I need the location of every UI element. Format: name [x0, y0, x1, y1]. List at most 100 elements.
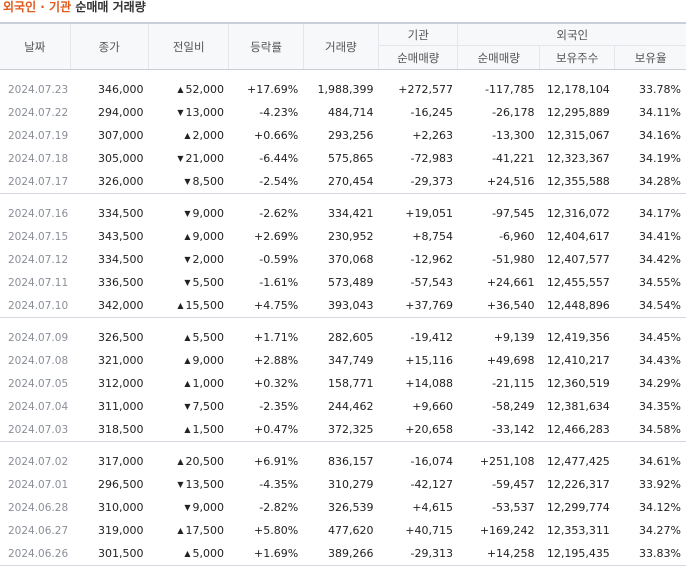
cell-ratio: 34.45% — [639, 331, 681, 344]
cell-inst: +40,715 — [405, 524, 453, 537]
cell-volume: 389,266 — [303, 542, 379, 566]
section-title-main: 외국인 · 기관 — [3, 0, 72, 14]
cell-foreign: -13,300 — [492, 129, 535, 142]
cell-change: ▲ 5,000 — [148, 542, 229, 566]
cell-foreign: -41,221 — [492, 152, 535, 165]
cell-date: 2024.07.05 — [8, 377, 69, 390]
cell-close: 334,500 — [97, 253, 144, 266]
cell-rate: +0.47% — [228, 418, 304, 442]
cell-hold: 12,477,425 — [546, 455, 610, 468]
cell-foreign: -33,142 — [457, 418, 540, 442]
table-body: 2024.07.23 346,000 ▲ 52,000 +17.69% 1,988,399… — [0, 70, 686, 566]
header-institution: 기관 — [377, 22, 458, 46]
cell-ratio: 34.19% — [639, 152, 681, 165]
cell-rate: +0.32% — [254, 377, 299, 390]
cell-close: 321,000 — [97, 354, 144, 367]
cell-rate: +5.80% — [254, 524, 299, 537]
cell-change: ▼ 8,500 — [148, 170, 229, 194]
cell-hold: 12,419,356 — [546, 331, 610, 344]
header-foreign-ratio: 보유율 — [614, 45, 686, 70]
cell-change: ▼ 7,500 — [148, 395, 229, 418]
table-row: 2024.07.10 342,000 ▲ 15,500 +4.75% 393,043 +37… — [0, 294, 686, 318]
cell-rate: -1.61% — [259, 276, 299, 289]
triangle-up-icon: ▲ — [177, 457, 184, 466]
change-value: 2,000 — [192, 129, 224, 142]
cell-close: 301,500 — [70, 542, 149, 566]
cell-volume: 244,462 — [328, 400, 374, 413]
triangle-up-icon: ▲ — [184, 425, 191, 434]
cell-inst: +2,263 — [412, 129, 453, 142]
cell-date: 2024.07.02 — [8, 455, 69, 468]
cell-close: 305,000 — [97, 152, 144, 165]
cell-rate: -4.35% — [259, 478, 299, 491]
cell-close: 318,500 — [70, 418, 149, 442]
cell-volume: 334,421 — [328, 207, 374, 220]
change-value: 9,000 — [192, 501, 224, 514]
cell-change: ▲ 52,000 — [148, 78, 229, 101]
cell-date: 2024.07.01 — [8, 478, 69, 491]
cell-hold: 12,455,557 — [546, 276, 610, 289]
cell-foreign: +36,540 — [457, 294, 540, 318]
triangle-up-icon: ▲ — [184, 333, 191, 342]
cell-foreign: -21,115 — [492, 377, 535, 390]
change-value: 13,500 — [185, 478, 224, 491]
cell-hold: 12,355,588 — [539, 170, 615, 194]
table-row: 2024.07.11 336,500 ▼ 5,500 -1.61% 573,489 -57,… — [0, 271, 686, 294]
header-foreign: 외국인 — [457, 22, 686, 46]
cell-rate: +0.66% — [254, 129, 299, 142]
cell-ratio: 34.29% — [639, 377, 681, 390]
triangle-up-icon: ▲ — [184, 232, 191, 241]
cell-foreign: -97,545 — [492, 207, 535, 220]
cell-ratio: 34.11% — [639, 106, 681, 119]
cell-hold: 12,315,067 — [546, 129, 610, 142]
cell-close: 307,000 — [97, 129, 144, 142]
cell-inst: -29,373 — [378, 170, 458, 194]
cell-volume: 1,988,399 — [317, 83, 374, 96]
table-row: 2024.07.04 311,000 ▼ 7,500 -2.35% 244,462 +9,6… — [0, 395, 686, 418]
cell-ratio: 34.28% — [614, 170, 686, 194]
cell-volume: 326,539 — [328, 501, 374, 514]
cell-ratio: 33.83% — [614, 542, 686, 566]
cell-change: ▼ 9,000 — [148, 202, 229, 225]
cell-close: 343,500 — [97, 230, 144, 243]
cell-close: 296,500 — [97, 478, 144, 491]
table-row: 2024.07.03 318,500 ▲ 1,500 +0.47% 372,325 +20,… — [0, 418, 686, 442]
cell-rate: -2.54% — [228, 170, 304, 194]
table-row: 2024.07.18 305,000 ▼ 21,000 -6.44% 575,865 -72… — [0, 147, 686, 170]
cell-volume: 310,279 — [328, 478, 374, 491]
cell-inst: +4,615 — [412, 501, 453, 514]
cell-date: 2024.07.11 — [8, 276, 69, 289]
cell-foreign: +169,242 — [479, 524, 535, 537]
cell-ratio: 34.27% — [639, 524, 681, 537]
cell-hold: 12,381,634 — [546, 400, 610, 413]
table-row: 2024.06.27 319,000 ▲ 17,500 +5.80% 477,620 +40… — [0, 519, 686, 542]
cell-rate: +1.71% — [254, 331, 299, 344]
cell-close: 342,000 — [70, 294, 149, 318]
cell-inst: +272,577 — [398, 83, 453, 96]
group-spacer — [0, 318, 686, 327]
cell-rate: +2.69% — [254, 230, 299, 243]
header-change: 전일비 — [147, 22, 229, 70]
cell-date: 2024.06.26 — [0, 542, 71, 566]
cell-hold: 12,404,617 — [546, 230, 610, 243]
group-spacer — [0, 442, 686, 451]
cell-close: 326,000 — [70, 170, 149, 194]
triangle-down-icon: ▼ — [184, 255, 191, 264]
cell-change: ▲ 5,500 — [148, 326, 229, 349]
cell-date: 2024.07.04 — [8, 400, 69, 413]
change-value: 20,500 — [185, 455, 224, 468]
cell-inst: +20,658 — [378, 418, 458, 442]
cell-close: 334,500 — [97, 207, 144, 220]
cell-date: 2024.07.08 — [8, 354, 69, 367]
cell-rate: -2.82% — [259, 501, 299, 514]
cell-volume: 293,256 — [328, 129, 374, 142]
cell-change: ▼ 13,000 — [148, 101, 229, 124]
cell-rate: +1.69% — [228, 542, 304, 566]
cell-close: 294,000 — [97, 106, 144, 119]
cell-hold: 12,360,519 — [546, 377, 610, 390]
triangle-down-icon: ▼ — [184, 177, 191, 186]
cell-close: 326,500 — [97, 331, 144, 344]
table-row: 2024.07.23 346,000 ▲ 52,000 +17.69% 1,988,399… — [0, 78, 686, 101]
cell-rate: -2.35% — [259, 400, 299, 413]
cell-close: 312,000 — [97, 377, 144, 390]
